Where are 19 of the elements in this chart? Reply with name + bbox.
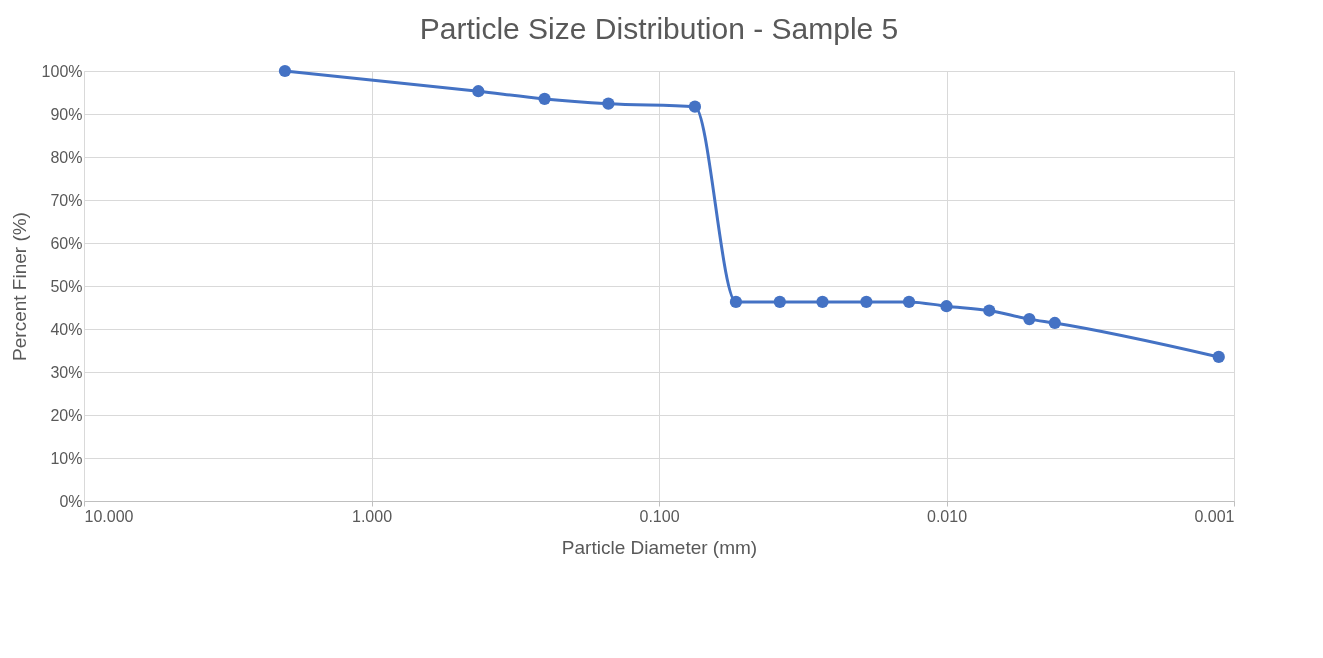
y-tick-label: 20% xyxy=(50,406,83,424)
x-tick-label: 10.000 xyxy=(84,507,134,525)
x-axis-title: Particle Diameter (mm) xyxy=(561,536,758,558)
y-tick-label: 90% xyxy=(50,105,83,123)
y-tick-label: 60% xyxy=(50,234,83,252)
y-tick-label: 100% xyxy=(41,62,83,80)
x-tick-label: 0.001 xyxy=(1194,507,1235,525)
y-tick-label: 30% xyxy=(50,363,83,381)
y-tick-label: 80% xyxy=(50,148,83,166)
x-tick-label: 1.000 xyxy=(351,507,393,525)
y-tick-label: 50% xyxy=(50,277,83,295)
y-tick-label: 70% xyxy=(50,191,83,209)
y-tick-label: 0% xyxy=(59,492,83,510)
y-axis-title: Percent Finer (%) xyxy=(8,212,30,361)
y-tick-label: 40% xyxy=(50,320,83,338)
chart-title: Particle Size Distribution - Sample 5 xyxy=(419,12,899,45)
y-tick-label: 10% xyxy=(50,449,83,467)
x-tick-label: 0.100 xyxy=(639,507,680,525)
x-tick-label: 0.010 xyxy=(926,507,968,525)
